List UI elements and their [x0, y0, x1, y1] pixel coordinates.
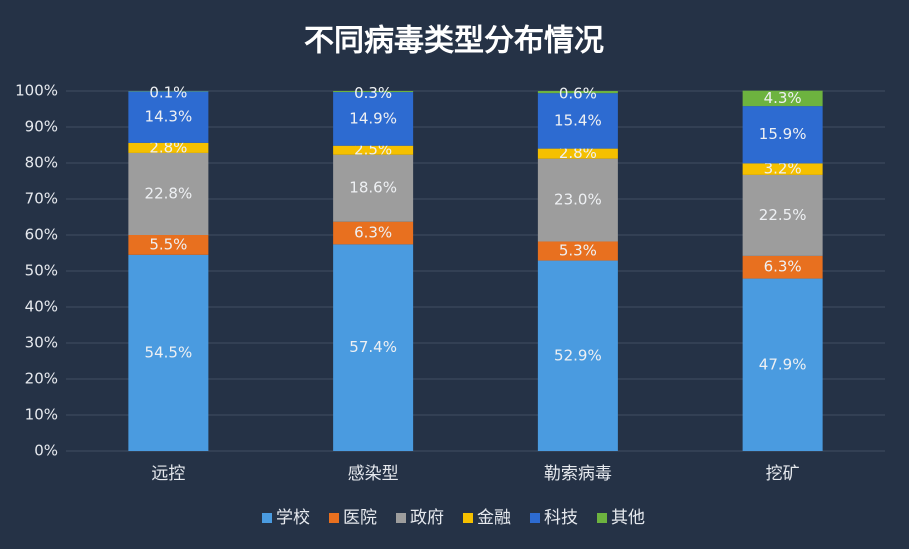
y-tick-label: 90% [25, 118, 58, 136]
value-label: 14.3% [145, 108, 193, 126]
bar-segment [128, 235, 209, 255]
value-label: 52.9% [554, 346, 602, 364]
value-label: 5.3% [559, 242, 597, 260]
bar-segment [537, 93, 618, 149]
x-tick-label: 勒索病毒 [544, 464, 612, 484]
value-label: 22.5% [759, 206, 807, 224]
value-label: 0.6% [559, 85, 597, 103]
y-tick-label: 60% [25, 226, 58, 244]
value-label: 15.9% [759, 125, 807, 143]
bar-segment [537, 148, 618, 159]
bar-segment [333, 91, 414, 93]
value-label: 57.4% [349, 338, 397, 356]
legend-label: 医院 [343, 508, 377, 528]
x-tick-label: 远控 [151, 464, 185, 484]
legend-label: 其他 [611, 508, 645, 528]
bar-segment [128, 142, 209, 153]
value-label: 6.3% [354, 224, 392, 242]
bar-segment [537, 158, 618, 242]
legend-label: 学校 [276, 508, 310, 528]
bar-segment [537, 91, 618, 94]
value-label: 2.8% [559, 144, 597, 162]
chart-title: 不同病毒类型分布情况 [304, 24, 604, 59]
legend-swatch [530, 513, 540, 523]
value-label: 47.9% [759, 355, 807, 373]
bar-segment [333, 154, 414, 222]
bar-segment [537, 260, 618, 451]
legend-label: 金融 [477, 508, 511, 528]
value-label: 23.0% [554, 191, 602, 209]
y-tick-label: 30% [25, 334, 58, 352]
bar-segment [742, 90, 823, 107]
value-label: 14.9% [349, 109, 397, 127]
value-label: 3.2% [764, 160, 802, 178]
value-label: 15.4% [554, 111, 602, 129]
bar-segment [128, 152, 209, 235]
y-tick-label: 40% [25, 298, 58, 316]
value-label: 22.8% [145, 184, 193, 202]
value-label: 2.8% [149, 138, 187, 156]
y-tick-label: 70% [25, 190, 58, 208]
y-tick-label: 80% [25, 154, 58, 172]
value-label: 4.3% [764, 89, 802, 107]
bar-segment [742, 163, 823, 175]
y-tick-label: 10% [25, 406, 58, 424]
bar-segment [128, 91, 209, 143]
bar-segment [742, 174, 823, 256]
legend-swatch [329, 513, 339, 523]
bar-segment [333, 244, 414, 451]
x-tick-label: 挖矿 [766, 464, 800, 484]
bar-segment [537, 241, 618, 261]
bar-segment [742, 106, 823, 164]
legend-swatch [463, 513, 473, 523]
y-tick-label: 0% [34, 442, 58, 460]
value-label: 5.5% [149, 235, 187, 253]
bar-segment [742, 278, 823, 451]
y-tick-label: 50% [25, 262, 58, 280]
bar-segment [333, 145, 414, 155]
y-tick-label: 20% [25, 370, 58, 388]
legend-swatch [396, 513, 406, 523]
value-label: 0.3% [354, 84, 392, 102]
value-label: 18.6% [349, 179, 397, 197]
bar-segment [333, 221, 414, 245]
legend-label: 科技 [544, 508, 578, 528]
bar-segment [128, 254, 209, 451]
y-tick-label: 100% [15, 82, 58, 100]
value-label: 0.1% [149, 84, 187, 102]
legend-label: 政府 [410, 508, 444, 528]
value-label: 6.3% [764, 258, 802, 276]
legend-swatch [597, 513, 607, 523]
value-label: 54.5% [145, 343, 193, 361]
x-tick-label: 感染型 [348, 464, 399, 484]
legend-swatch [262, 513, 272, 523]
bar-segment [333, 92, 414, 146]
bar-segment [742, 255, 823, 279]
